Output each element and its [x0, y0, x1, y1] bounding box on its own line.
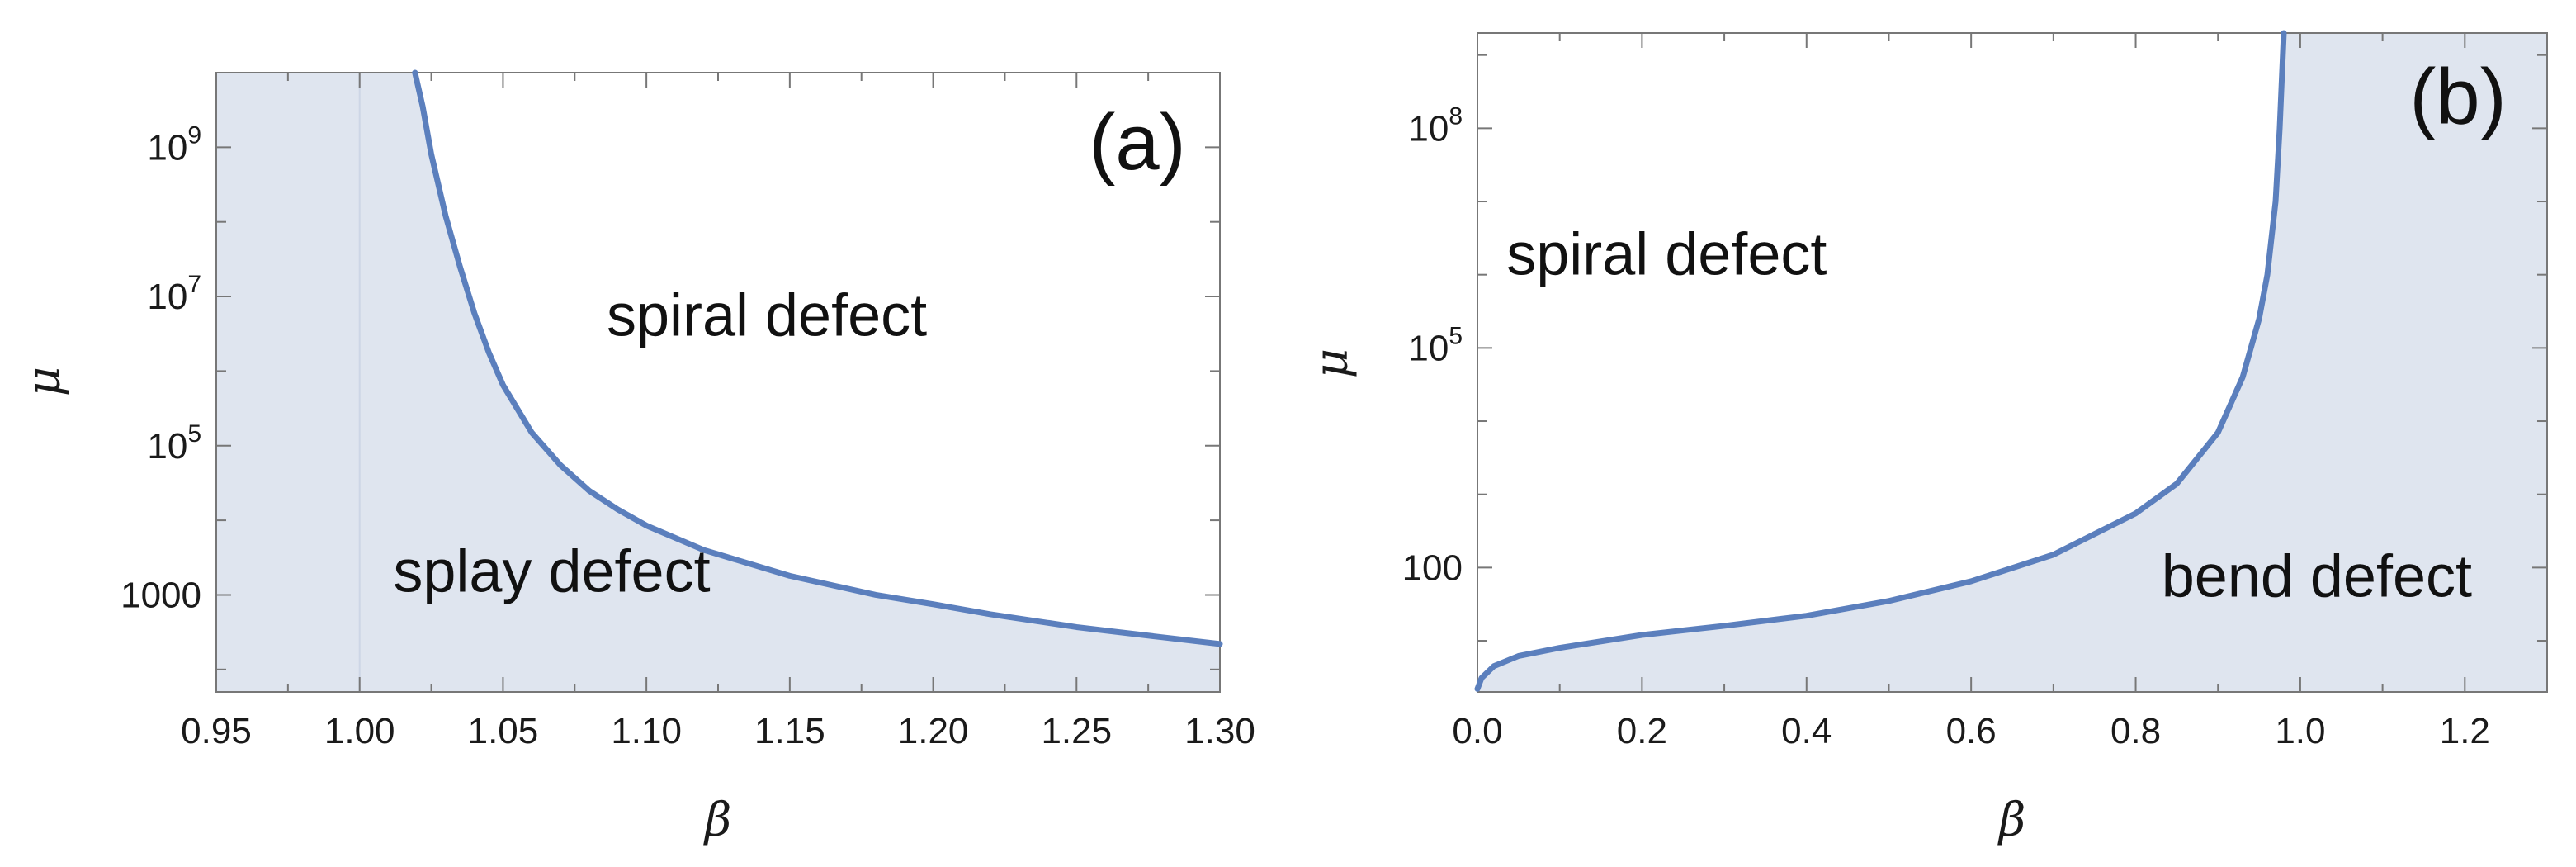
x-tick-label: 1.05	[468, 711, 539, 751]
region-annotation: splay defect	[393, 539, 710, 605]
y-tick-exponent: 9	[187, 121, 201, 149]
y-tick-label: 107	[147, 271, 201, 317]
boundary-curve	[412, 69, 1223, 647]
x-tick-label: 1.15	[754, 711, 825, 751]
plot-frame	[1477, 32, 2548, 693]
y-tick-base: 10	[1408, 108, 1449, 149]
panel-label: (a)	[1089, 98, 1185, 187]
y-tick-label: 100	[1402, 547, 1463, 588]
x-tick-label: 1.25	[1041, 711, 1112, 751]
y-tick-label: 108	[1408, 102, 1463, 149]
x-tick-label: 1.10	[611, 711, 682, 751]
x-tick-label: 1.0	[2275, 711, 2325, 751]
region-annotation: bend defect	[2162, 544, 2472, 610]
chart-panel-a: 0.95 1.00 1.05 1.10 1.15 1.20 1.25 1.3010001051…	[17, 69, 1255, 847]
x-tick-label: 0.0	[1452, 711, 1502, 751]
y-axis-label: μ	[1305, 348, 1359, 378]
x-axis-label: β	[703, 794, 731, 847]
y-tick-label: 105	[147, 420, 201, 467]
y-axis-label: μ	[17, 367, 71, 396]
boundary-curve	[1474, 30, 2287, 692]
x-tick-label: 1.20	[898, 711, 969, 751]
y-tick-exponent: 7	[187, 271, 201, 298]
region-annotation: spiral defect	[1506, 222, 1827, 288]
y-tick-base: 10	[1408, 328, 1449, 368]
y-tick-exponent: 5	[187, 420, 201, 448]
x-tick-label: 1.2	[2440, 711, 2490, 751]
shaded-region	[216, 73, 1220, 692]
y-tick-base: 10	[147, 127, 187, 168]
region-annotation: spiral defect	[607, 282, 927, 348]
x-tick-label: 0.95	[181, 711, 252, 751]
x-tick-label: 0.8	[2110, 711, 2161, 751]
y-tick-label: 109	[147, 121, 201, 168]
x-tick-label: 1.00	[324, 711, 395, 751]
y-tick-base: 10	[147, 277, 187, 317]
y-tick-base: 10	[147, 426, 187, 467]
x-axis-label: β	[1997, 794, 2025, 847]
y-tick-exponent: 5	[1449, 322, 1463, 349]
x-tick-label: 0.6	[1946, 711, 1997, 751]
panel-label: (b)	[2409, 53, 2506, 141]
x-tick-label: 1.30	[1184, 711, 1255, 751]
x-tick-label: 0.4	[1781, 711, 1832, 751]
y-tick-exponent: 8	[1449, 102, 1463, 130]
x-tick-label: 0.2	[1617, 711, 1667, 751]
y-tick-label: 105	[1408, 322, 1463, 368]
y-tick-label: 1000	[121, 575, 201, 615]
shaded-region	[1477, 33, 2547, 692]
